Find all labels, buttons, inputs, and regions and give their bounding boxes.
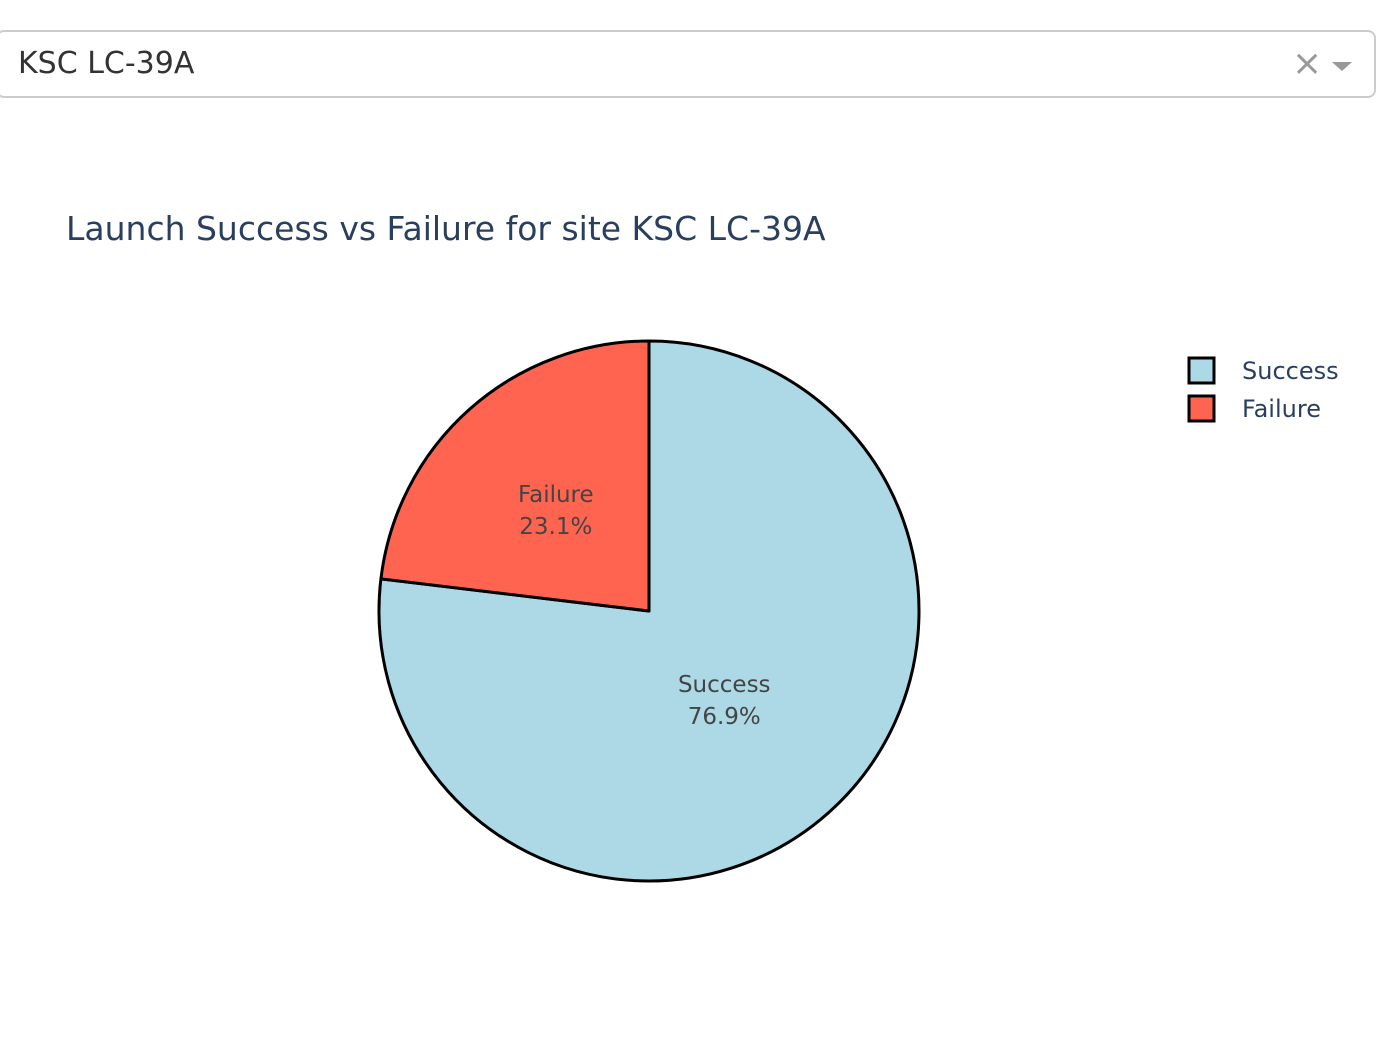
legend-swatch-success[interactable] bbox=[1187, 356, 1216, 385]
chart-legend: Success Failure bbox=[1187, 356, 1339, 423]
legend-swatch-failure[interactable] bbox=[1187, 394, 1216, 423]
dropdown-selected-value: KSC LC-39A bbox=[18, 46, 195, 81]
legend-label-success[interactable]: Success bbox=[1242, 357, 1339, 385]
pie-slices bbox=[377, 339, 921, 883]
close-icon[interactable]: × bbox=[1292, 43, 1323, 84]
pie-slice-labels: Success 76.9% Failure 23.1% bbox=[518, 482, 771, 730]
slice-percent-failure: 23.1% bbox=[519, 514, 592, 540]
site-dropdown[interactable]: KSC LC-39A × bbox=[0, 30, 1376, 98]
legend-label-failure[interactable]: Failure bbox=[1242, 395, 1321, 423]
slice-label-success: Success bbox=[678, 672, 771, 698]
pie-slice-failure[interactable] bbox=[379, 339, 651, 613]
slice-percent-success: 76.9% bbox=[688, 704, 761, 730]
slice-label-failure: Failure bbox=[518, 482, 594, 508]
chevron-down-icon[interactable] bbox=[1332, 62, 1352, 71]
chart-title: Launch Success vs Failure for site KSC L… bbox=[66, 209, 826, 248]
